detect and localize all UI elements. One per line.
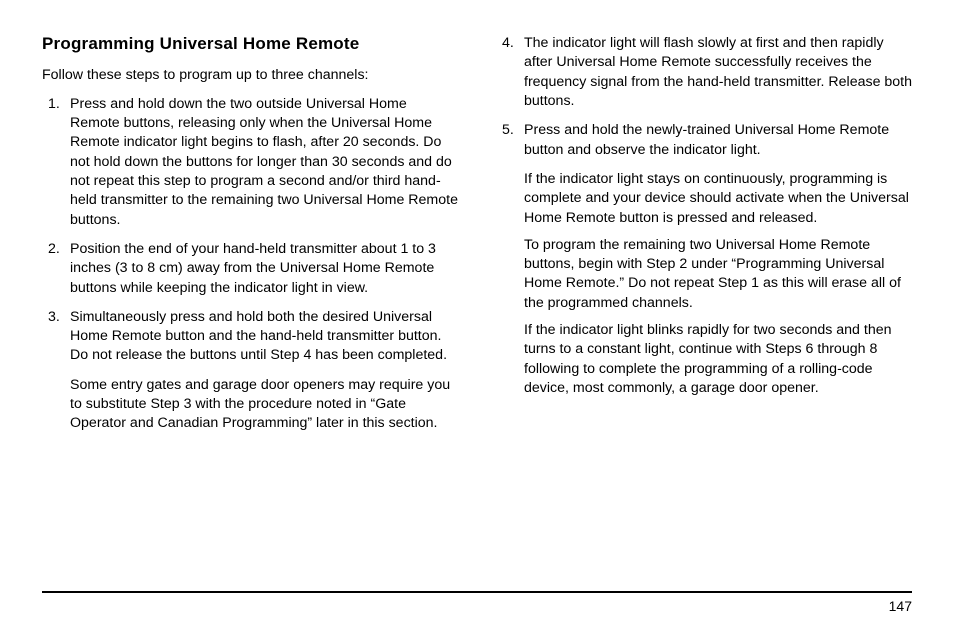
left-column: Programming Universal Home Remote Follow… <box>42 34 458 572</box>
two-column-layout: Programming Universal Home Remote Follow… <box>42 34 912 572</box>
section-heading: Programming Universal Home Remote <box>42 34 458 54</box>
step-item: Press and hold the newly-trained Univers… <box>496 121 912 160</box>
manual-page: Programming Universal Home Remote Follow… <box>0 0 954 636</box>
steps-list-right: The indicator light will flash slowly at… <box>496 34 912 160</box>
right-column: The indicator light will flash slowly at… <box>496 34 912 572</box>
step-item: The indicator light will flash slowly at… <box>496 34 912 111</box>
step-item: Press and hold down the two outside Univ… <box>42 95 458 230</box>
footer-rule <box>42 591 912 593</box>
step-item: Simultaneously press and hold both the d… <box>42 308 458 366</box>
step-note: To program the remaining two Universal H… <box>496 236 912 313</box>
intro-text: Follow these steps to program up to thre… <box>42 66 458 85</box>
page-number: 147 <box>42 598 912 614</box>
step-item: Position the end of your hand-held trans… <box>42 240 458 298</box>
step-note: If the indicator light stays on continuo… <box>496 170 912 228</box>
steps-list-left: Press and hold down the two outside Univ… <box>42 95 458 366</box>
page-footer: 147 <box>42 591 912 614</box>
step-note: If the indicator light blinks rapidly fo… <box>496 321 912 398</box>
step-note: Some entry gates and garage door openers… <box>42 376 458 434</box>
